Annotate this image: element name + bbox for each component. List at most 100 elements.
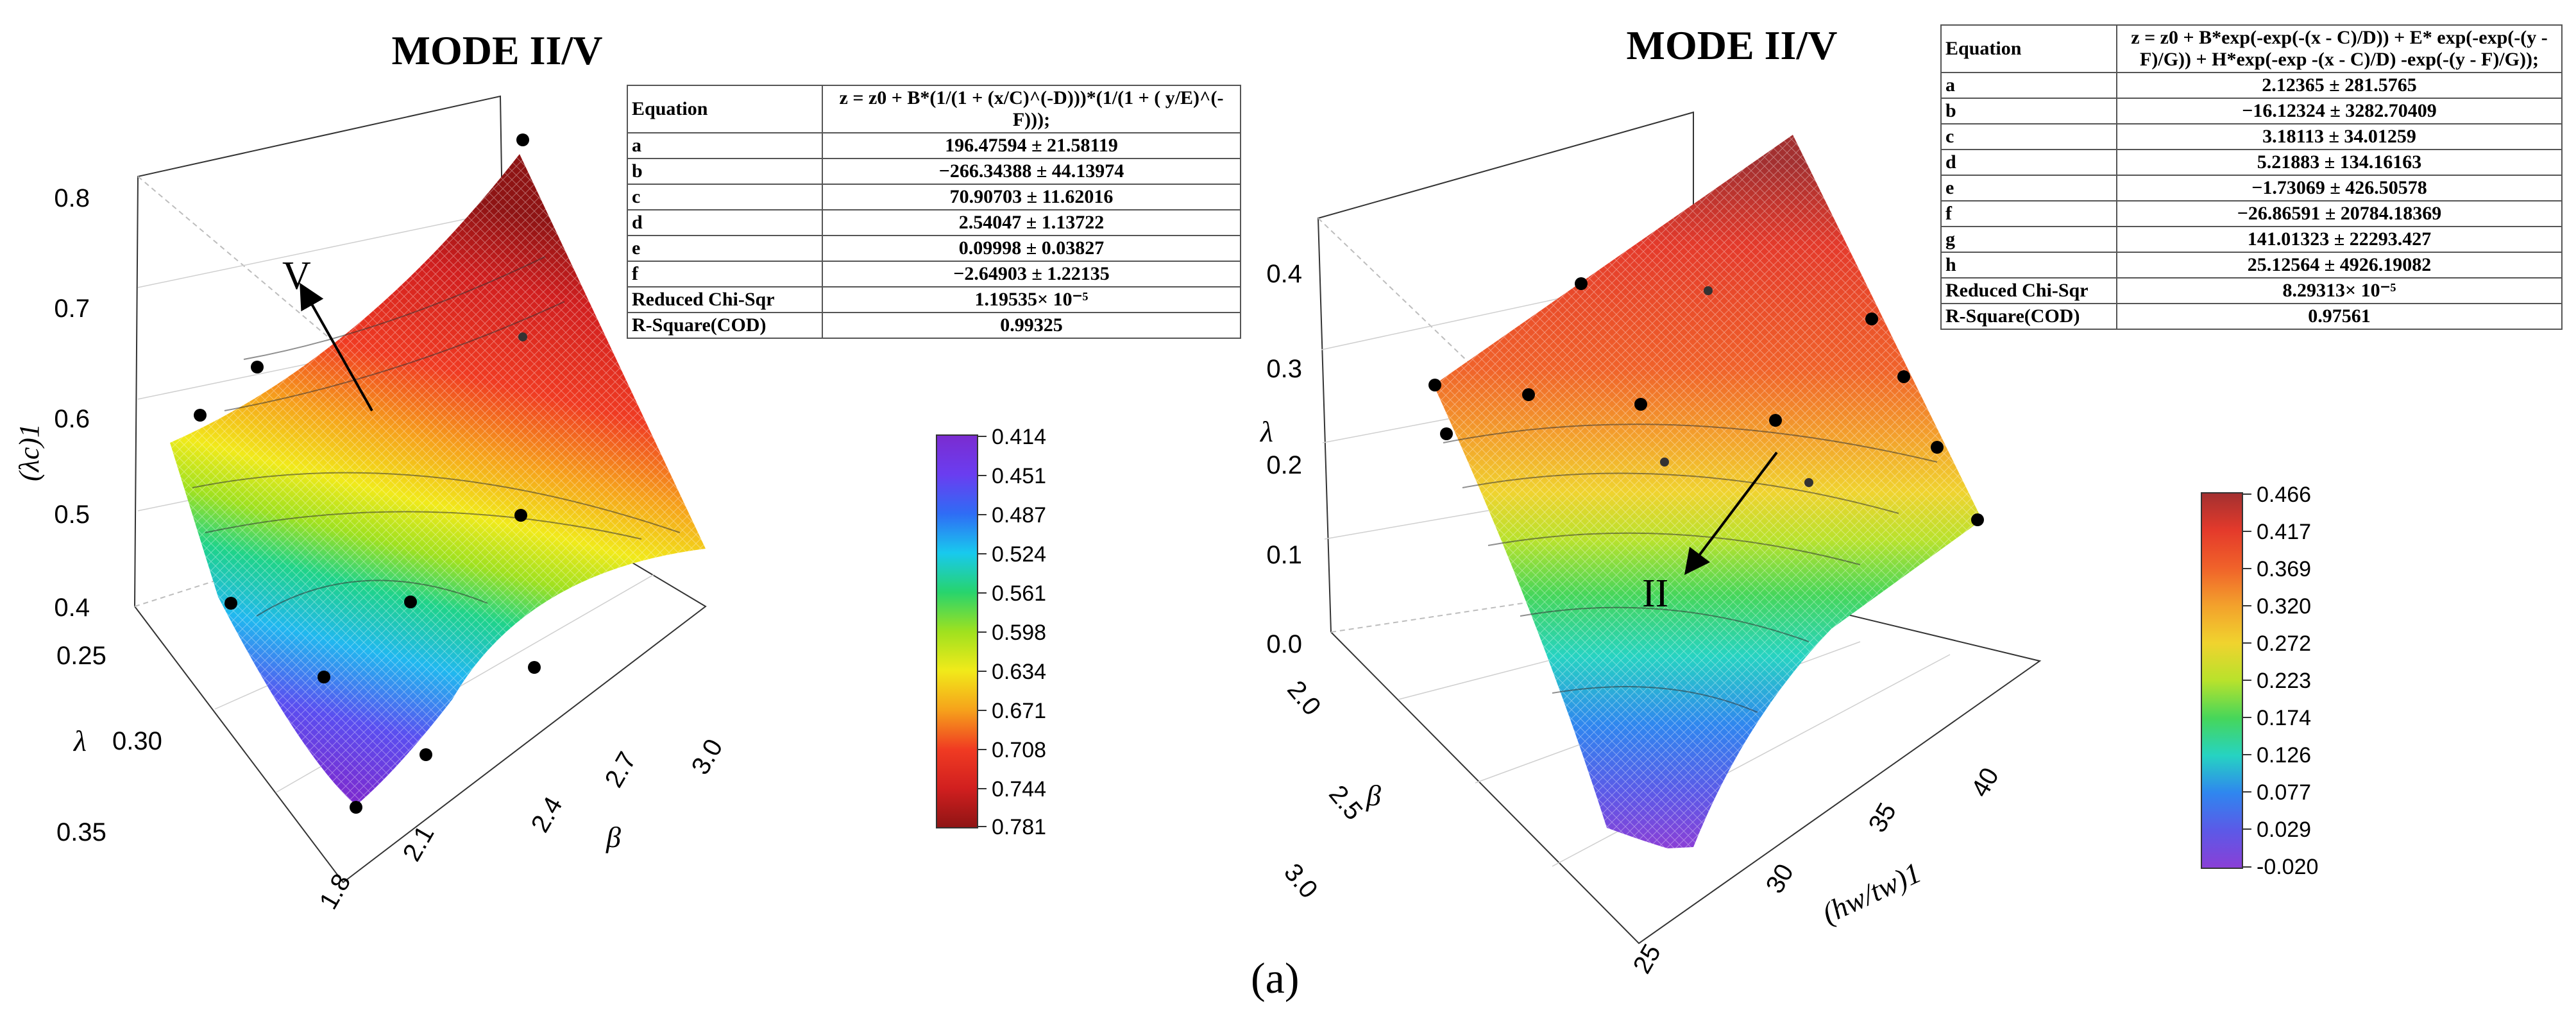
table-row: a 2.12365 ± 281.5765 xyxy=(1940,72,2563,99)
left-x-tick-label: 1.8 xyxy=(314,869,357,914)
right-z-tick-label: 0.2 xyxy=(1266,451,1302,479)
table-row: e 0.09998 ± 0.03827 xyxy=(627,235,1241,262)
right-x-tick-label: 25 xyxy=(1628,939,1666,979)
table-row: Reduced Chi-Sqr 8.29313× 10⁻⁵ xyxy=(1940,277,2563,304)
right-z-ticks: 0.4 0.3 0.2 0.1 0.0 xyxy=(1266,260,1302,658)
table-key: b xyxy=(1940,98,2117,124)
table-value: 25.12564 ± 4926.19082 xyxy=(2116,252,2563,279)
table-value: 8.29313× 10⁻⁵ xyxy=(2116,277,2563,304)
left-colorbar-tick: 0.487 xyxy=(992,503,1046,527)
left-x-axis-label: β xyxy=(606,821,621,853)
table-row: d 2.54047 ± 1.13722 xyxy=(627,209,1241,236)
left-colorbar-tick: 0.671 xyxy=(992,699,1046,723)
left-colorbar-tick: 0.414 xyxy=(992,425,1046,449)
table-key: Reduced Chi-Sqr xyxy=(627,286,823,313)
table-key: R-Square(COD) xyxy=(627,312,823,339)
left-x-tick-label: 2.7 xyxy=(600,747,642,792)
left-colorbar-tick: 0.634 xyxy=(992,660,1046,684)
right-plot-title: MODE II/V xyxy=(1627,22,1838,68)
table-value: 141.01323 ± 22293.427 xyxy=(2116,226,2563,253)
left-surface xyxy=(170,154,706,805)
left-colorbar-tick: 0.781 xyxy=(992,815,1046,839)
right-surface xyxy=(1434,135,1982,848)
table-row: c 3.18113 ± 34.01259 xyxy=(1940,123,2563,150)
table-row: R-Square(COD) 0.97561 xyxy=(1940,303,2563,330)
table-value: −26.86591 ± 20784.18369 xyxy=(2116,200,2563,227)
left-y-ticks: 0.25 0.30 0.35 xyxy=(56,642,162,846)
data-point xyxy=(1769,414,1782,427)
data-point xyxy=(1575,277,1588,290)
table-value: −266.34388 ± 44.13974 xyxy=(822,158,1241,185)
table-key: Equation xyxy=(627,85,823,133)
table-key: d xyxy=(627,209,823,236)
data-point xyxy=(1440,427,1453,440)
table-key: Equation xyxy=(1940,24,2117,73)
left-z-ticks: 0.8 0.7 0.6 0.5 0.4 xyxy=(54,184,90,622)
table-key: e xyxy=(1940,175,2117,202)
table-value: −2.64903 ± 1.22135 xyxy=(822,261,1241,287)
left-z-tick-label: 0.4 xyxy=(54,594,90,622)
right-colorbar-tick: 0.466 xyxy=(2257,483,2311,507)
table-row: Equation z = z0 + B*exp(-exp(-(x - C)/D)… xyxy=(1940,24,2563,73)
table-row: f −2.64903 ± 1.22135 xyxy=(627,261,1241,287)
data-point xyxy=(528,661,541,674)
table-value: 2.54047 ± 1.13722 xyxy=(822,209,1241,236)
table-row: Equation z = z0 + B*(1/(1 + (x/C)^(-D)))… xyxy=(627,85,1241,133)
data-point xyxy=(1634,398,1647,411)
right-y-tick-label: 3.0 xyxy=(1278,859,1323,904)
left-colorbar-tick: 0.744 xyxy=(992,777,1046,802)
right-colorbar-tick: 0.126 xyxy=(2257,743,2311,768)
table-value: −1.73069 ± 426.50578 xyxy=(2116,175,2563,202)
table-value: 1.19535× 10⁻⁵ xyxy=(822,286,1241,313)
table-value: z = z0 + B*(1/(1 + (x/C)^(-D)))*(1/(1 + … xyxy=(822,85,1241,133)
table-row: h 25.12564 ± 4926.19082 xyxy=(1940,252,2563,279)
table-value: −16.12324 ± 3282.70409 xyxy=(2116,98,2563,124)
left-colorbar-tick: 0.598 xyxy=(992,621,1046,645)
right-colorbar-tick: 0.223 xyxy=(2257,669,2311,693)
data-point xyxy=(1971,513,1984,526)
left-colorbar: 0.414 0.451 0.487 0.524 0.561 0.598 0.63… xyxy=(936,425,1046,839)
right-colorbar-tick: 0.272 xyxy=(2257,631,2311,656)
table-row: f −26.86591 ± 20784.18369 xyxy=(1940,200,2563,227)
left-y-tick-label: 0.35 xyxy=(56,818,106,846)
left-y-tick-label: 0.25 xyxy=(56,642,106,670)
data-point xyxy=(1660,458,1669,467)
data-point xyxy=(1804,478,1813,487)
right-data-points xyxy=(1428,277,1984,526)
table-key: a xyxy=(627,132,823,159)
left-colorbar-tick: 0.561 xyxy=(992,581,1046,606)
table-value: 0.09998 ± 0.03827 xyxy=(822,235,1241,262)
right-y-tick-label: 2.5 xyxy=(1323,780,1368,826)
figure-caption: (a) xyxy=(1251,954,1300,1002)
table-value: 2.12365 ± 281.5765 xyxy=(2116,72,2563,99)
table-value: 3.18113 ± 34.01259 xyxy=(2116,123,2563,150)
left-plot-title: MODE II/V xyxy=(392,28,603,73)
table-value: 0.99325 xyxy=(822,312,1241,339)
data-point xyxy=(225,597,237,610)
table-value: 5.21883 ± 134.16163 xyxy=(2116,149,2563,176)
right-x-tick-label: 35 xyxy=(1863,798,1902,837)
table-key: c xyxy=(627,184,823,210)
table-key: d xyxy=(1940,149,2117,176)
table-row: R-Square(COD) 0.99325 xyxy=(627,312,1241,339)
table-key: g xyxy=(1940,226,2117,253)
left-fit-table: Equation z = z0 + B*(1/(1 + (x/C)^(-D)))… xyxy=(627,85,1241,339)
right-colorbar-tick: -0.020 xyxy=(2257,855,2318,879)
table-row: b −16.12324 ± 3282.70409 xyxy=(1940,98,2563,124)
table-value: 70.90703 ± 11.62016 xyxy=(822,184,1241,210)
left-colorbar-tick: 0.451 xyxy=(992,464,1046,488)
right-x-axis-label: (hw/tw)1 xyxy=(1817,856,1926,930)
right-colorbar-tick: 0.369 xyxy=(2257,557,2311,581)
left-y-tick-label: 0.30 xyxy=(112,727,162,755)
right-z-axis-label: λ xyxy=(1259,415,1273,448)
right-colorbar-tick: 0.077 xyxy=(2257,780,2311,805)
table-key: b xyxy=(627,158,823,185)
right-y-axis-label: β xyxy=(1366,779,1381,812)
right-fit-table: Equation z = z0 + B*exp(-exp(-(x - C)/D)… xyxy=(1940,24,2563,330)
right-annotation-arrow xyxy=(1684,451,1778,575)
right-y-ticks: 2.0 2.5 3.0 xyxy=(1278,676,1368,904)
table-value: z = z0 + B*exp(-exp(-(x - C)/D)) + E* ex… xyxy=(2116,24,2563,73)
left-z-tick-label: 0.6 xyxy=(54,405,90,433)
right-plot: MODE II/V xyxy=(1259,22,2318,979)
table-key: R-Square(COD) xyxy=(1940,303,2117,330)
